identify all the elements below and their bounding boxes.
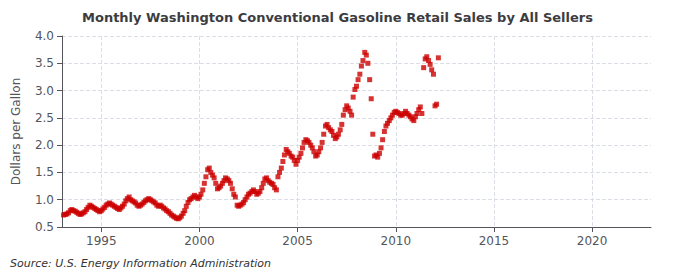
svg-text:3.5: 3.5 xyxy=(35,56,54,70)
svg-text:Monthly Washington Conventiona: Monthly Washington Conventional Gasoline… xyxy=(82,10,593,25)
svg-text:1.5: 1.5 xyxy=(35,165,54,179)
svg-text:2.0: 2.0 xyxy=(35,138,54,152)
svg-text:2020: 2020 xyxy=(577,234,608,248)
svg-text:2.5: 2.5 xyxy=(35,111,54,125)
svg-text:1995: 1995 xyxy=(86,234,117,248)
svg-text:2005: 2005 xyxy=(282,234,313,248)
svg-text:1.0: 1.0 xyxy=(35,193,54,207)
svg-text:Source: U.S. Energy Informatio: Source: U.S. Energy Information Administ… xyxy=(10,257,271,270)
svg-text:Dollars per Gallon: Dollars per Gallon xyxy=(9,78,23,186)
svg-text:3.0: 3.0 xyxy=(35,84,54,98)
svg-text:2010: 2010 xyxy=(380,234,411,248)
svg-text:4.0: 4.0 xyxy=(35,29,54,43)
svg-text:2000: 2000 xyxy=(184,234,215,248)
svg-text:2015: 2015 xyxy=(479,234,510,248)
svg-text:0.5: 0.5 xyxy=(35,220,54,234)
